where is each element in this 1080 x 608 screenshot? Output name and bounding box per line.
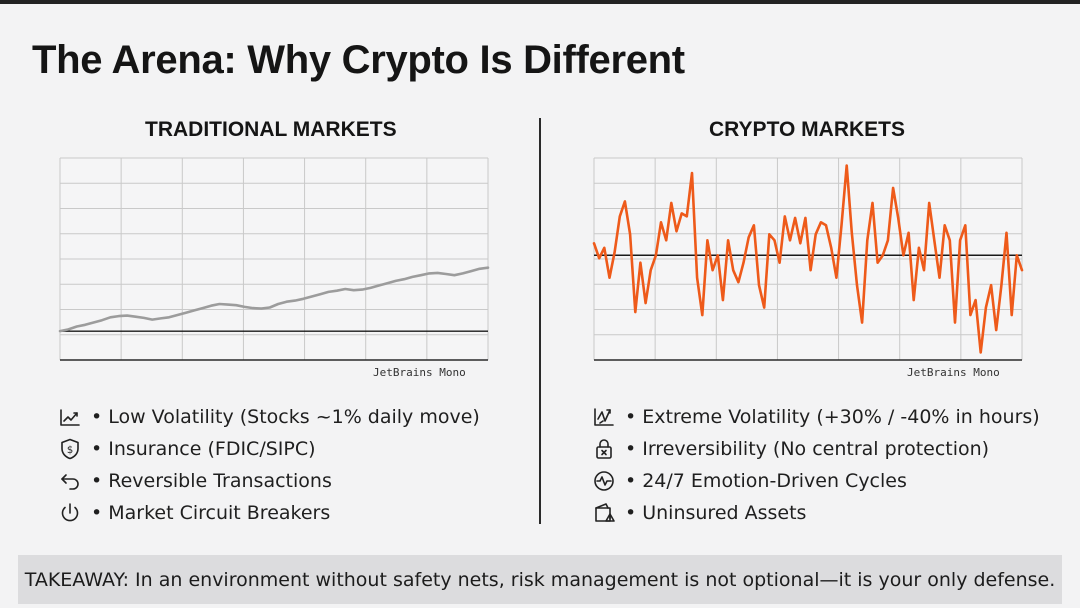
feature-circuit-breakers: • Market Circuit Breakers [57,497,480,529]
feature-insurance: $ • Insurance (FDIC/SIPC) [57,433,480,465]
crypto-feature-list: • Extreme Volatility (+30% / -40% in hou… [591,401,1040,529]
feature-reversible: • Reversible Transactions [57,465,480,497]
traditional-markets-chart [58,157,490,361]
crypto-markets-heading: CRYPTO MARKETS [709,118,906,141]
bullet-glyph: • [625,406,637,428]
power-icon [57,500,83,526]
feature-emotion-cycles: • 24/7 Emotion-Driven Cycles [591,465,1040,497]
takeaway-banner: TAKEAWAY: In an environment without safe… [18,555,1062,604]
bullet-glyph: • [91,406,103,428]
feature-text: Insurance (FDIC/SIPC) [108,438,316,460]
bullet-glyph: • [625,502,637,524]
traditional-markets-heading: TRADITIONAL MARKETS [145,118,397,141]
takeaway-text: TAKEAWAY: In an environment without safe… [24,568,1056,591]
wallet-warning-icon [591,500,617,526]
shield-dollar-icon: $ [57,436,83,462]
traditional-chart-font-note: JetBrains Mono [373,366,466,379]
feature-low-volatility: • Low Volatility (Stocks ~1% daily move) [57,401,480,433]
series-line [592,164,1024,354]
page-title: The Arena: Why Crypto Is Different [32,38,685,82]
panel-divider [539,118,541,524]
heartbeat-icon [591,468,617,494]
bullet-glyph: • [625,438,637,460]
top-border [0,0,1080,4]
feature-text: Low Volatility (Stocks ~1% daily move) [108,406,480,428]
feature-extreme-volatility: • Extreme Volatility (+30% / -40% in hou… [591,401,1040,433]
svg-text:$: $ [67,445,73,456]
crypto-chart-font-note: JetBrains Mono [907,366,1000,379]
bullet-glyph: • [91,502,103,524]
feature-text: Market Circuit Breakers [108,502,331,524]
bullet-glyph: • [91,438,103,460]
feature-text: Reversible Transactions [108,470,332,492]
volatile-arrows-icon [591,404,617,430]
locked-x-icon [591,436,617,462]
undo-arrow-icon [57,468,83,494]
bullet-glyph: • [91,470,103,492]
crypto-markets-chart [592,157,1024,361]
trend-line-icon [57,404,83,430]
series-line [58,266,490,333]
bullet-glyph: • [625,470,637,492]
feature-text: Uninsured Assets [642,502,807,524]
feature-uninsured-assets: • Uninsured Assets [591,497,1040,529]
feature-text: Extreme Volatility (+30% / -40% in hours… [642,406,1040,428]
feature-text: 24/7 Emotion-Driven Cycles [642,470,907,492]
feature-irreversibility: • Irreversibility (No central protection… [591,433,1040,465]
traditional-feature-list: • Low Volatility (Stocks ~1% daily move)… [57,401,480,529]
feature-text: Irreversibility (No central protection) [642,438,990,460]
